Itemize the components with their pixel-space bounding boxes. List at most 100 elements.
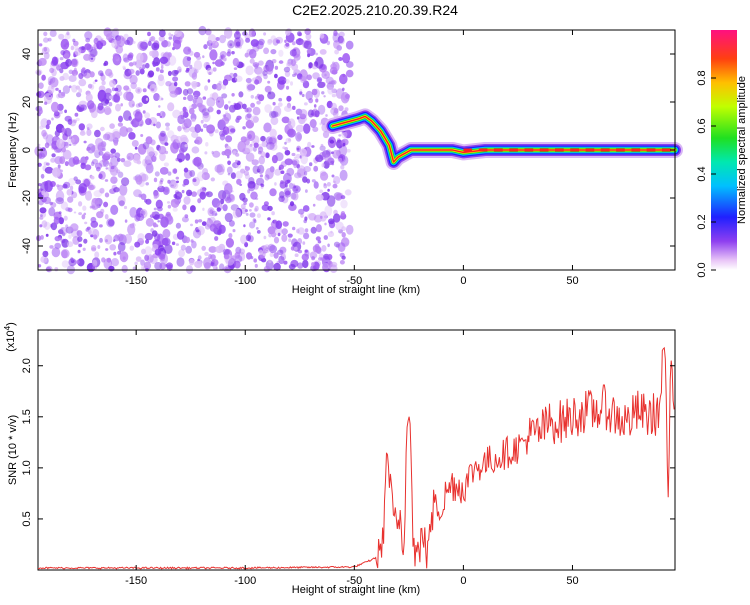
noise-blob [253, 208, 258, 212]
noise-blob [219, 194, 224, 200]
noise-blob [63, 141, 70, 149]
noise-blob [297, 262, 304, 269]
noise-blob [225, 196, 232, 204]
noise-blob [81, 214, 86, 220]
noise-blob [194, 260, 203, 269]
noise-blob [104, 131, 113, 140]
noise-blob [91, 161, 95, 166]
noise-blob [315, 156, 320, 162]
noise-blob [113, 140, 119, 146]
noise-blob [224, 149, 232, 157]
noise-blob [337, 242, 346, 253]
noise-blob [273, 262, 281, 271]
noise-blob [333, 30, 338, 37]
noise-blob [104, 192, 110, 198]
noise-blob [145, 239, 150, 244]
noise-blob [230, 128, 236, 133]
noise-blob [296, 73, 303, 80]
noise-blob [105, 167, 109, 170]
noise-blob [51, 167, 61, 177]
noise-blob [230, 255, 237, 262]
noise-blob [281, 80, 286, 84]
noise-blob [302, 241, 306, 245]
noise-blob [306, 74, 313, 81]
noise-blob [219, 263, 225, 271]
noise-blob [321, 81, 326, 87]
snr-x-axis: -150 -100 -50 0 50 [125, 330, 579, 587]
noise-blob [83, 212, 87, 216]
noise-blob [155, 121, 161, 129]
noise-blob [38, 82, 44, 89]
noise-blob [117, 195, 126, 206]
noise-blob [46, 265, 53, 273]
noise-blob [41, 190, 46, 196]
noise-blob [255, 227, 259, 230]
noise-blob [274, 168, 282, 176]
noise-blob [62, 149, 72, 160]
y-tick-label: 1.5 [21, 409, 33, 424]
noise-blob [167, 130, 175, 139]
noise-blob [51, 85, 54, 89]
noise-blob [299, 148, 307, 157]
noise-blob [338, 31, 345, 38]
noise-blob [238, 91, 244, 98]
noise-blob [341, 131, 348, 139]
y-tick-label: -20 [21, 190, 33, 206]
noise-blob [120, 158, 126, 163]
noise-blob [182, 111, 189, 118]
noise-blob [315, 52, 318, 56]
noise-blob [128, 68, 135, 75]
noise-blob [108, 153, 115, 158]
noise-blob [93, 234, 98, 240]
noise-blob [99, 224, 103, 228]
noise-blob [313, 104, 317, 108]
noise-blob [246, 252, 252, 260]
noise-blob [117, 171, 124, 178]
noise-blob [269, 142, 278, 151]
noise-blob [68, 177, 77, 186]
noise-blob [58, 229, 64, 235]
noise-blob [123, 205, 128, 210]
noise-blob [136, 52, 144, 63]
noise-blob [159, 167, 169, 175]
snr-series-line [38, 346, 675, 570]
noise-blob [100, 39, 104, 43]
noise-blob [114, 152, 121, 158]
noise-blob [150, 88, 155, 92]
noise-blob [50, 101, 60, 113]
noise-blob [78, 201, 83, 207]
noise-blob [172, 207, 178, 212]
noise-blob [315, 245, 321, 254]
noise-blob [232, 57, 240, 67]
noise-blob [134, 261, 138, 266]
noise-blob [161, 237, 171, 246]
noise-blob [202, 55, 205, 59]
noise-blob [97, 89, 107, 102]
noise-blob [323, 183, 328, 189]
noise-blob [200, 128, 204, 132]
noise-blob [254, 205, 259, 212]
noise-blob [294, 72, 297, 76]
noise-blob [74, 73, 77, 78]
noise-blob [87, 83, 93, 89]
noise-blob [182, 204, 187, 211]
noise-blob [248, 49, 257, 59]
colorbar-tick-label: 0.2 [696, 214, 708, 229]
noise-blob [270, 116, 279, 126]
noise-blob [191, 118, 196, 123]
noise-blob [152, 61, 157, 67]
noise-blob [284, 188, 290, 196]
noise-blob [191, 131, 199, 138]
noise-blob [218, 224, 226, 234]
noise-blob [128, 100, 135, 108]
noise-blob [215, 37, 220, 41]
noise-blob [286, 167, 295, 177]
noise-blob [132, 222, 135, 225]
noise-blob [78, 88, 83, 94]
noise-blob [196, 55, 202, 61]
noise-blob [207, 217, 211, 221]
noise-blob [183, 167, 189, 173]
noise-blob [331, 93, 336, 98]
noise-blob [128, 62, 134, 67]
noise-blob [158, 29, 166, 38]
